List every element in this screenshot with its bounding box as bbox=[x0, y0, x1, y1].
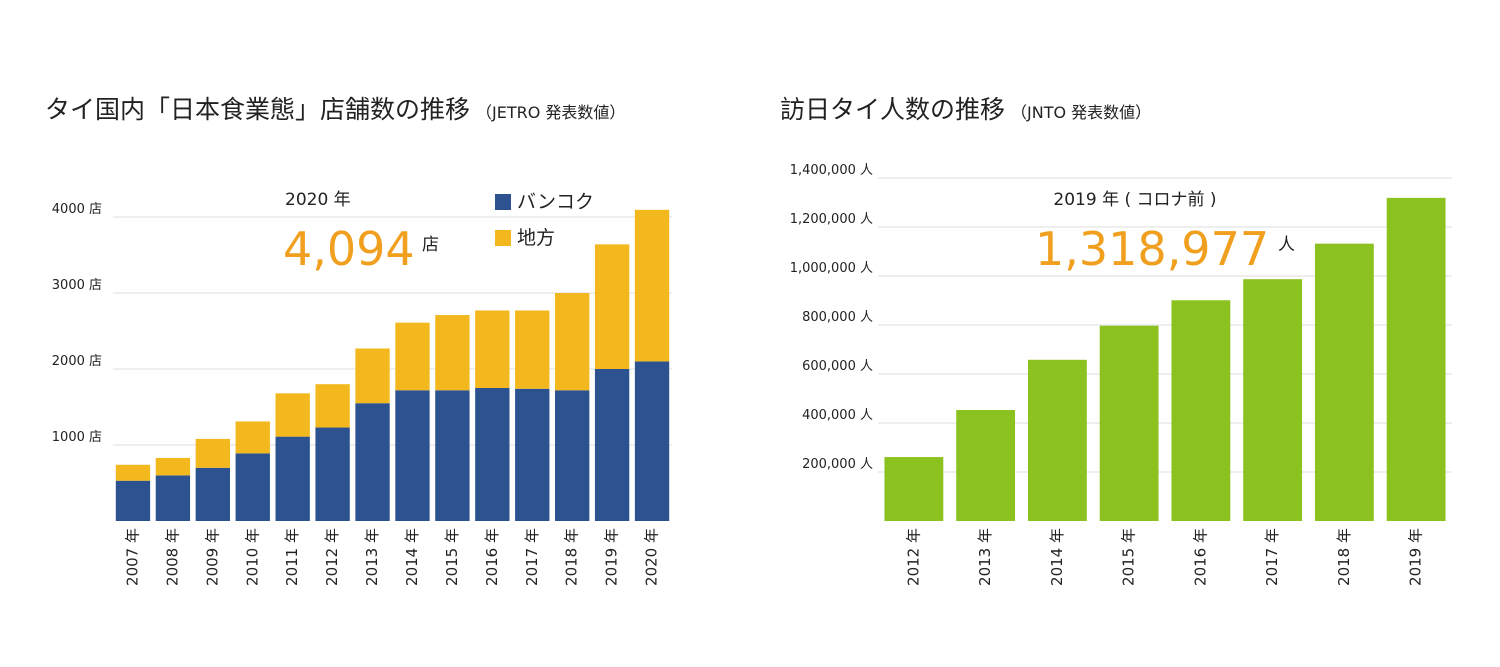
bar-segment bbox=[355, 348, 390, 404]
legend-label: 地方 bbox=[517, 227, 555, 249]
bar bbox=[1099, 325, 1159, 521]
bar-segment bbox=[115, 464, 151, 481]
chart-title: 訪日タイ人数の推移 bbox=[780, 95, 1005, 124]
legend-swatch bbox=[495, 230, 511, 246]
bar-segment bbox=[475, 388, 510, 521]
bar-segment bbox=[115, 480, 151, 521]
x-tick-label: 2010 年 bbox=[243, 528, 261, 586]
annotation: 人 bbox=[1278, 235, 1295, 255]
bar-segment bbox=[555, 390, 590, 521]
y-tick-label: 600,000 人 bbox=[802, 359, 873, 374]
annotation: 店 bbox=[422, 235, 439, 255]
bar-segment bbox=[195, 438, 230, 468]
bar-segment bbox=[555, 293, 590, 391]
annotation: 4,094 bbox=[283, 222, 415, 276]
bar-segment bbox=[475, 310, 510, 388]
chart-title-group: 訪日タイ人数の推移 （JNTO 発表数値） bbox=[780, 95, 1151, 124]
bar bbox=[1243, 279, 1303, 521]
y-tick-label: 800,000 人 bbox=[802, 310, 873, 325]
y-tick-label: 3000 店 bbox=[52, 278, 102, 293]
bar bbox=[1171, 300, 1231, 521]
bar-segment bbox=[155, 457, 191, 476]
bar-segment bbox=[315, 384, 350, 428]
x-tick-label: 2015 年 bbox=[1120, 528, 1138, 586]
bar-segment bbox=[235, 421, 270, 454]
y-tick-label: 1000 店 bbox=[52, 430, 102, 445]
bar-segment bbox=[195, 467, 230, 521]
x-tick-label: 2018 年 bbox=[1335, 528, 1353, 586]
x-tick-label: 2013 年 bbox=[976, 528, 994, 586]
bar-segment bbox=[275, 436, 310, 521]
bar-segment bbox=[155, 475, 191, 521]
x-tick-label: 2017 年 bbox=[523, 528, 541, 586]
bar-segment bbox=[634, 209, 670, 362]
chart-title: タイ国内「日本食業態」店舗数の推移 bbox=[45, 95, 470, 124]
x-tick-label: 2014 年 bbox=[403, 528, 421, 586]
bar-segment bbox=[395, 322, 430, 391]
bar bbox=[1027, 359, 1087, 521]
bar bbox=[884, 457, 944, 521]
x-tick-label: 2009 年 bbox=[203, 528, 221, 586]
y-tick-label: 4000 店 bbox=[52, 202, 102, 217]
bar-segment bbox=[515, 310, 550, 389]
y-tick-label: 400,000 人 bbox=[802, 408, 873, 423]
annotation: 2019 年 ( コロナ前 ) bbox=[1053, 190, 1216, 210]
bar bbox=[1314, 243, 1374, 521]
bar-segment bbox=[435, 390, 470, 521]
bar-segment bbox=[315, 427, 350, 521]
x-tick-label: 2007 年 bbox=[123, 528, 141, 586]
legend-swatch bbox=[495, 194, 511, 210]
bar-segment bbox=[594, 369, 630, 521]
bar-segment bbox=[634, 361, 670, 521]
x-tick-label: 2008 年 bbox=[163, 528, 181, 586]
bar-segment bbox=[235, 453, 270, 521]
bar-segment bbox=[515, 388, 550, 521]
bar-segment bbox=[355, 403, 390, 521]
annotation: 1,318,977 bbox=[1035, 222, 1269, 276]
bar bbox=[956, 410, 1016, 521]
y-tick-label: 1,000,000 人 bbox=[790, 261, 873, 276]
x-tick-label: 2015 年 bbox=[443, 528, 461, 586]
chart-title-group: タイ国内「日本食業態」店舗数の推移 （JETRO 発表数値） bbox=[45, 95, 625, 124]
x-tick-label: 2013 年 bbox=[363, 528, 381, 586]
x-tick-label: 2020 年 bbox=[643, 528, 661, 586]
y-tick-label: 2000 店 bbox=[52, 354, 102, 369]
y-tick-label: 1,200,000 人 bbox=[790, 212, 873, 227]
x-tick-label: 2019 年 bbox=[1407, 528, 1425, 586]
x-tick-label: 2012 年 bbox=[323, 528, 341, 586]
x-tick-label: 2017 年 bbox=[1263, 528, 1281, 586]
x-tick-label: 2016 年 bbox=[483, 528, 501, 586]
bar-segment bbox=[395, 390, 430, 521]
bar bbox=[1386, 197, 1446, 521]
y-tick-label: 200,000 人 bbox=[802, 457, 873, 472]
bar-segment bbox=[435, 315, 470, 391]
legend-label: バンコク bbox=[517, 191, 594, 213]
annotation: 2020 年 bbox=[285, 190, 351, 210]
chart-subtitle: （JNTO 発表数値） bbox=[1011, 103, 1151, 122]
x-tick-label: 2019 年 bbox=[603, 528, 621, 586]
x-tick-label: 2016 年 bbox=[1191, 528, 1209, 586]
x-tick-label: 2011 年 bbox=[283, 528, 301, 586]
bar-segment bbox=[594, 244, 630, 369]
y-tick-label: 1,400,000 人 bbox=[790, 163, 873, 178]
x-tick-label: 2018 年 bbox=[563, 528, 581, 586]
x-tick-label: 2014 年 bbox=[1048, 528, 1066, 586]
chart-subtitle: （JETRO 発表数値） bbox=[476, 103, 625, 122]
bar-segment bbox=[275, 393, 310, 437]
x-tick-label: 2012 年 bbox=[904, 528, 922, 586]
